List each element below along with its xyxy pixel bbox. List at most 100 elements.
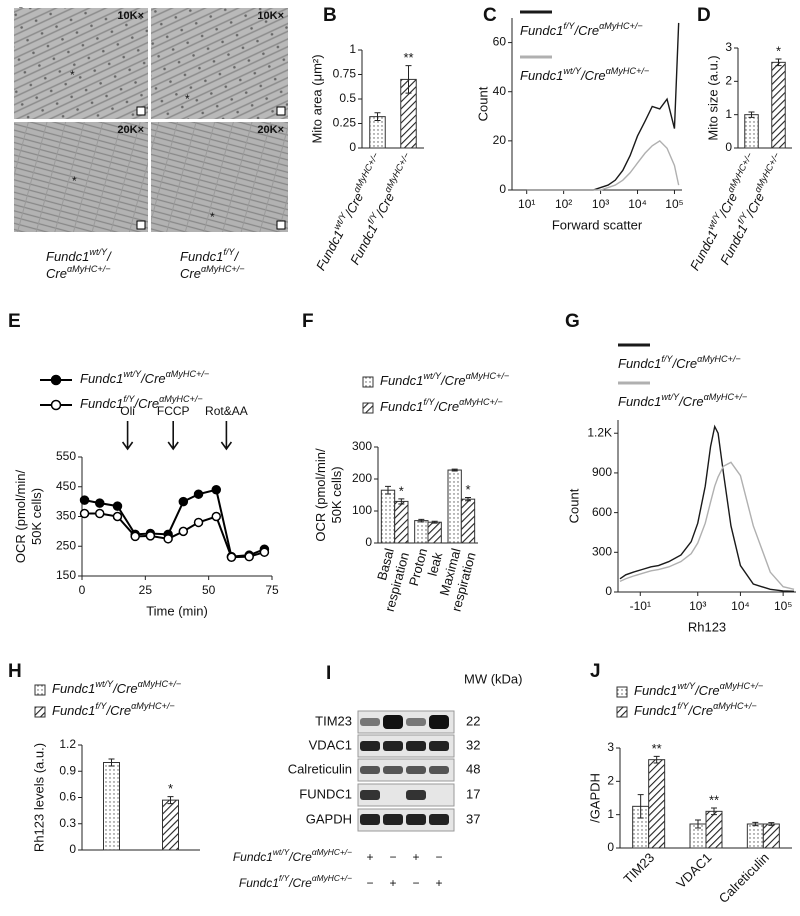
y-axis-label: OCR (pmol/min/50K cells)	[14, 470, 45, 564]
bar	[460, 498, 476, 544]
bar	[744, 114, 759, 149]
protein-label: VDAC1	[309, 737, 352, 752]
error-bar	[418, 518, 425, 523]
x-tick-label: -10¹	[630, 599, 651, 613]
marker	[226, 552, 237, 563]
y-tick-label: 3	[725, 40, 732, 54]
y-tick-label: 0.25	[333, 116, 357, 130]
marker	[94, 498, 105, 508]
error-bar	[748, 111, 755, 118]
bar	[103, 762, 120, 851]
legend-label: Fundc1f/Y/CreαMyHC+/−	[380, 397, 503, 414]
blot-panel: I MW (kDa) TIM23 VDAC1 Calreticulin FUND…	[233, 663, 523, 890]
y-tick-label: 3	[607, 740, 614, 754]
error-bar	[405, 65, 412, 94]
significance: **	[709, 792, 719, 807]
legend-label: Fundc1f/Y/CreαMyHC+/−	[52, 701, 175, 718]
error-bar	[398, 498, 405, 505]
annotation-arrow	[220, 421, 233, 451]
x-axis-label: Rh123	[688, 619, 726, 634]
marker	[130, 531, 140, 542]
protein-label: FUNDC1	[299, 786, 352, 801]
y-tick-label: 300	[352, 439, 372, 453]
x-tick-label: TIM23	[621, 850, 658, 887]
significance: *	[168, 781, 173, 796]
micrograph-mark: *	[210, 210, 215, 224]
x-tick-label: 10¹	[518, 197, 535, 211]
y-axis-label: OCR (pmol/min/50K cells)	[314, 448, 345, 542]
bar	[771, 61, 786, 149]
panel-label: E	[8, 311, 21, 332]
panel-label: J	[590, 661, 601, 682]
y-axis-label: Count	[566, 488, 581, 523]
genotype-label: Fundc1f/Y/CreαMyHC+/−	[239, 873, 352, 890]
lane-sign: +	[412, 850, 419, 864]
genotype-label: Fundc1f/Y/CreαMyHC+/−	[180, 247, 245, 281]
marker	[112, 501, 123, 511]
marker	[112, 511, 123, 522]
protein-label: GAPDH	[306, 811, 352, 826]
legend-label: Fundc1f/Y/CreαMyHC+/−	[520, 21, 643, 38]
marker	[163, 534, 173, 544]
panel-label: C	[483, 5, 497, 26]
significance: **	[652, 741, 662, 756]
y-tick-label: 900	[592, 465, 612, 479]
scale-bar	[276, 220, 286, 230]
y-tick-label: 2	[725, 74, 732, 88]
annotation-arrow	[121, 421, 134, 451]
y-tick-label: 60	[493, 35, 507, 49]
legend-label: Fundc1f/Y/CreαMyHC+/−	[80, 394, 203, 411]
marker	[178, 496, 189, 507]
legend-label: Fundc1wt/Y/CreαMyHC+/−	[80, 369, 209, 386]
micrograph	[14, 8, 148, 119]
y-axis-label: Mito size (a.u.)	[705, 55, 720, 140]
marker	[259, 547, 270, 557]
error-bar	[167, 796, 174, 805]
marker	[193, 517, 204, 528]
protein-label: Calreticulin	[288, 761, 352, 776]
bar	[162, 799, 179, 851]
legend-label: Fundc1wt/Y/CreαMyHC+/−	[634, 681, 763, 698]
micrograph	[151, 122, 288, 232]
mw-label: 22	[466, 713, 480, 728]
y-tick-label: 1.2	[59, 737, 76, 751]
error-bar	[637, 794, 644, 819]
legend-label: Fundc1wt/Y/CreαMyHC+/−	[520, 66, 649, 83]
marker	[211, 484, 222, 495]
error-bar	[775, 58, 782, 67]
lane-sign: −	[435, 850, 442, 864]
y-tick-label: 250	[56, 538, 76, 552]
bar	[648, 759, 666, 849]
annotation: Oli	[120, 404, 135, 418]
x-tick-label: 25	[139, 583, 153, 597]
x-tick-label: 50	[202, 583, 216, 597]
lane-sign: +	[435, 876, 442, 890]
y-tick-label: 0	[349, 140, 356, 154]
magnification: 10K×	[117, 10, 144, 22]
x-tick-label: 10⁴	[731, 599, 750, 613]
legend-swatch	[616, 686, 628, 698]
x-tick-label: 10²	[555, 197, 572, 211]
y-tick-label: 1	[349, 42, 356, 56]
significance: **	[403, 50, 413, 65]
x-tick-label: 75	[265, 583, 279, 597]
marker	[211, 511, 222, 522]
y-tick-label: 20	[493, 133, 507, 147]
y-tick-label: 1	[607, 807, 614, 821]
series-line	[526, 139, 680, 191]
legend-label: Fundc1wt/Y/CreαMyHC+/−	[52, 679, 181, 696]
micrograph-mark: *	[185, 92, 190, 106]
y-tick-label: 100	[352, 503, 372, 517]
magnification: 20K×	[257, 124, 284, 136]
error-bar	[752, 821, 759, 827]
legend-swatch	[616, 706, 628, 718]
y-tick-label: 0.6	[59, 790, 76, 804]
scale-bar	[136, 220, 146, 230]
y-tick-label: 0.3	[59, 816, 76, 830]
marker	[79, 495, 90, 505]
series-line	[619, 424, 795, 593]
lane-sign: +	[366, 850, 373, 864]
y-tick-label: 0.75	[333, 67, 357, 81]
error-bar	[695, 819, 701, 829]
